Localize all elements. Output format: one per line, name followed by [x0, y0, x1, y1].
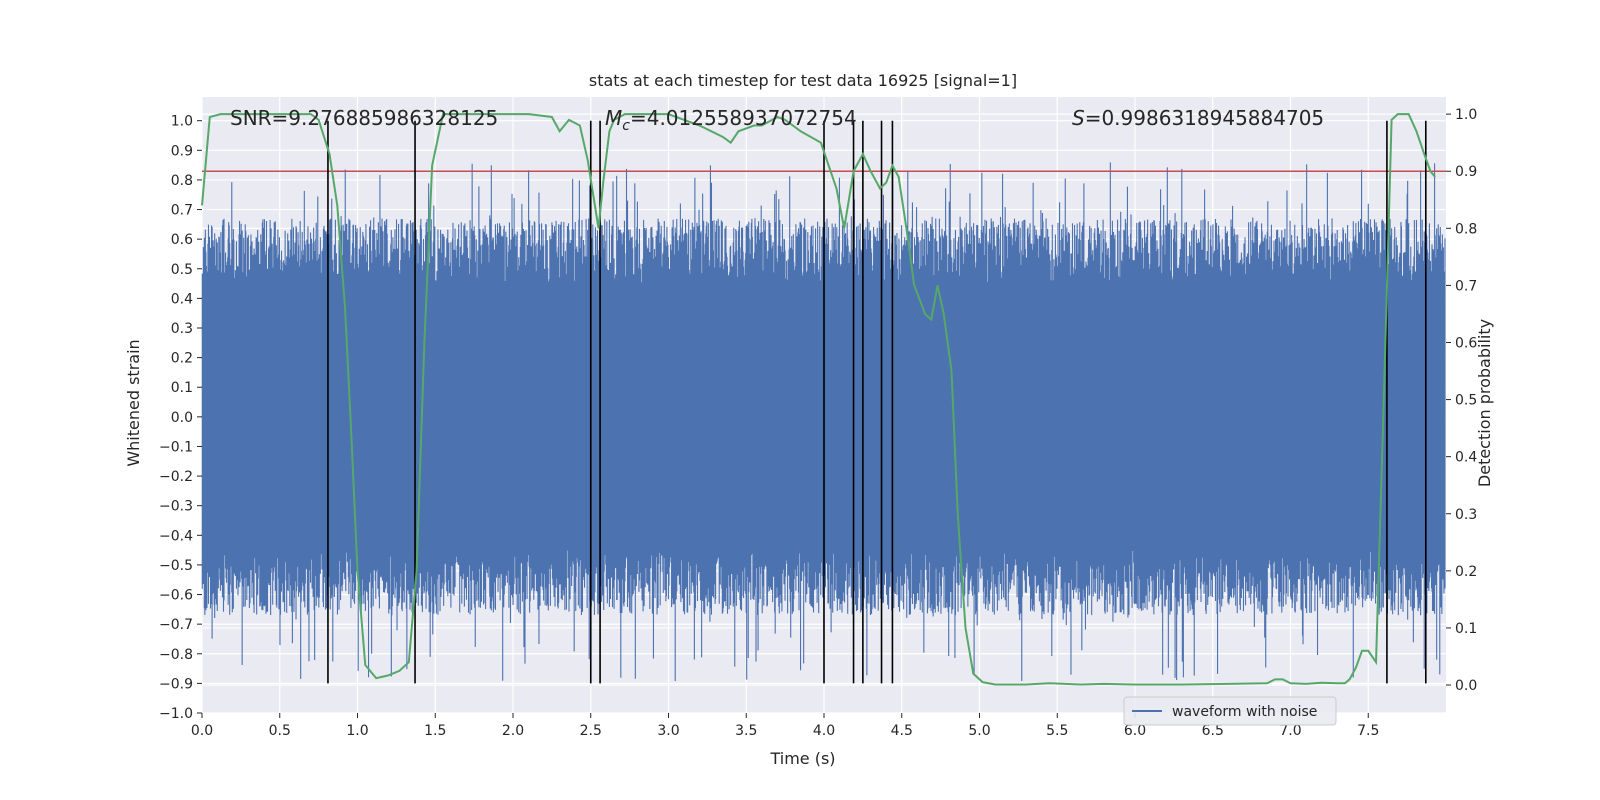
- y-tick-label: −0.6: [159, 588, 193, 604]
- y-tick-label: 0.0: [171, 410, 193, 426]
- s-symbol: S: [1072, 106, 1085, 130]
- x-tick-label: 2.5: [580, 723, 602, 739]
- y2-tick-label: 0.4: [1455, 450, 1477, 466]
- x-tick-label: 4.5: [891, 723, 913, 739]
- y-tick-label: −0.8: [159, 647, 193, 663]
- x-tick-label: 6.5: [1202, 723, 1224, 739]
- probability-series: [201, 113, 1436, 686]
- x-tick-label: 5.5: [1046, 723, 1068, 739]
- y-tick-label: −0.2: [159, 469, 193, 485]
- legend: waveform with noise: [1123, 696, 1337, 726]
- legend-waveform-label: waveform with noise: [1172, 704, 1317, 720]
- y-tick-label: −0.7: [159, 617, 193, 633]
- y-tick-label: −0.5: [159, 558, 193, 574]
- y-tick-label: −0.4: [159, 528, 193, 544]
- mc-symbol: M: [605, 106, 622, 130]
- y-tick-label: −0.9: [159, 676, 193, 692]
- y-tick-label: −0.1: [159, 439, 193, 455]
- x-tick-label: 7.5: [1357, 723, 1379, 739]
- x-tick-label: 5.0: [968, 723, 990, 739]
- y2-tick-label: 0.5: [1455, 393, 1477, 409]
- x-tick-label: 0.5: [269, 723, 291, 739]
- y-tick-label: 0.9: [171, 143, 193, 159]
- y2-tick-label: 0.2: [1455, 564, 1477, 580]
- snr-annotation: SNR=9.276885986328125: [230, 106, 498, 130]
- x-tick-label: 7.0: [1279, 723, 1301, 739]
- y-tick-label: 0.1: [171, 380, 193, 396]
- y2-tick-label: 0.7: [1455, 278, 1477, 294]
- y-tick-label: 0.7: [171, 203, 193, 219]
- s-value: =0.9986318945884705: [1085, 106, 1324, 130]
- chart-title: stats at each timestep for test data 169…: [589, 71, 1017, 90]
- x-tick-label: 3.5: [735, 723, 757, 739]
- y-tick-label: 0.2: [171, 351, 193, 367]
- y-tick-label: 1.0: [171, 114, 193, 130]
- x-tick-label: 2.0: [502, 723, 524, 739]
- y-tick-label: 0.6: [171, 232, 193, 248]
- y-tick-label: 0.4: [171, 291, 193, 307]
- y-tick-label: 0.8: [171, 173, 193, 189]
- mc-subscript: c: [622, 118, 630, 134]
- x-tick-label: 3.0: [657, 723, 679, 739]
- s-annotation: S=0.9986318945884705: [1072, 106, 1324, 130]
- mc-value: =4.012558937072754: [630, 106, 857, 130]
- y2-tick-label: 0.0: [1455, 678, 1477, 694]
- y2-tick-label: 0.1: [1455, 621, 1477, 637]
- y2-axis-label: Detection probability: [1475, 319, 1494, 487]
- mc-annotation: Mc=4.012558937072754: [605, 106, 857, 134]
- y2-tick-label: 0.8: [1455, 221, 1477, 237]
- y2-tick-label: 1.0: [1455, 107, 1477, 123]
- y-tick-label: −1.0: [159, 706, 193, 722]
- x-tick-label: 1.5: [424, 723, 446, 739]
- x-tick-label: 4.0: [813, 723, 835, 739]
- x-tick-label: 0.0: [191, 723, 213, 739]
- y2-tick-label: 0.3: [1455, 507, 1477, 523]
- y2-tick-label: 0.6: [1455, 335, 1477, 351]
- x-tick-label: 1.0: [346, 723, 368, 739]
- y-axis-label: Whitened strain: [124, 339, 143, 466]
- x-axis-label: Time (s): [769, 749, 835, 768]
- legend-box: [1123, 696, 1337, 726]
- y-tick-label: 0.3: [171, 321, 193, 337]
- x-tick-label: 6.0: [1124, 723, 1146, 739]
- y2-tick-label: 0.9: [1455, 164, 1477, 180]
- y-tick-label: −0.3: [159, 499, 193, 515]
- y-tick-label: 0.5: [171, 262, 193, 278]
